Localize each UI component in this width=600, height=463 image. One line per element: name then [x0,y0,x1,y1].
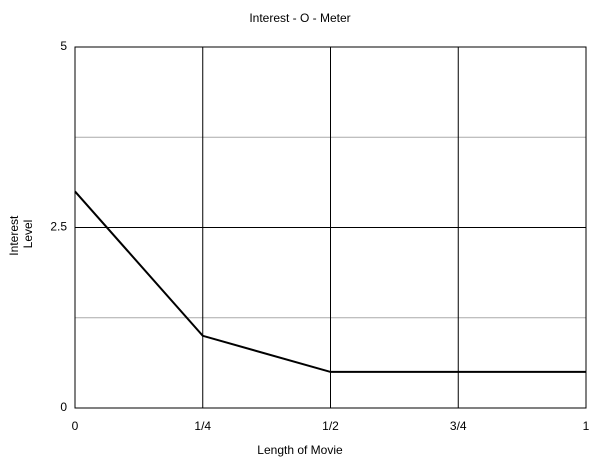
x-tick-label: 1 [583,419,590,433]
y-axis-label: Interest Level [7,212,35,255]
x-axis-label: Length of Movie [257,443,343,457]
plot-border [74,46,587,409]
line [74,190,586,373]
y-tick-label: 0 [60,400,67,414]
y-axis-label-line: Interest [7,215,21,256]
y-tick-label: 5 [60,39,67,53]
x-tick-label: 1/4 [194,419,211,433]
x-tick-label: 1/2 [322,419,339,433]
chart-title: Interest - O - Meter [249,11,350,25]
x-tick-label: 0 [72,419,79,433]
x-tick-label: 3/4 [450,419,467,433]
y-tick-label: 2.5 [50,220,67,234]
y-axis-label-line: Level [21,220,35,249]
